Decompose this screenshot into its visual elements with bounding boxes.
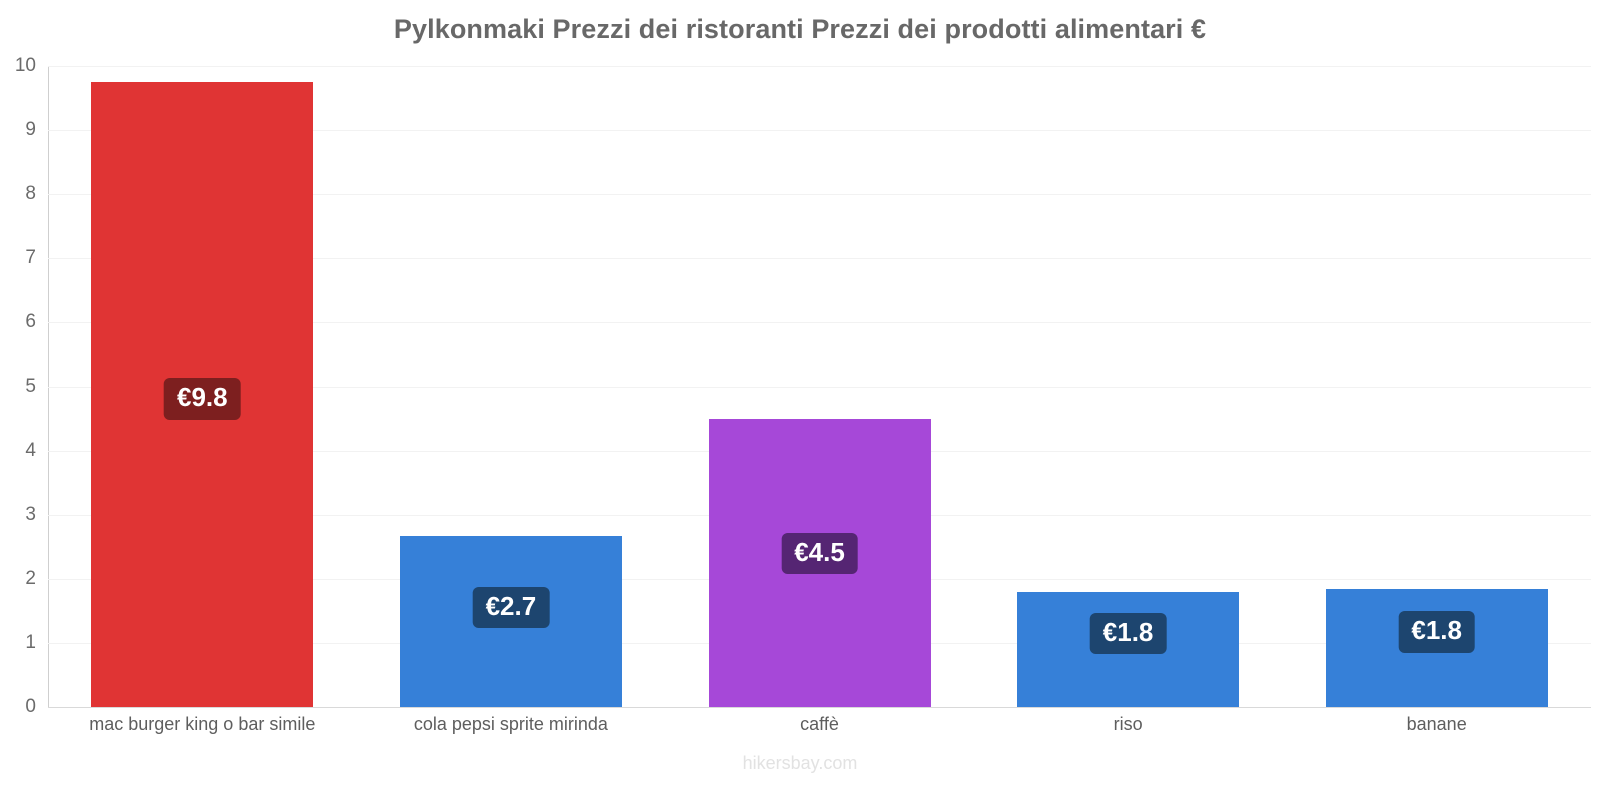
y-axis-label: 6 [25, 311, 36, 333]
gridline [48, 66, 1591, 67]
x-axis-label: mac burger king o bar simile [89, 714, 316, 734]
gridline [48, 194, 1591, 196]
x-axis-label: banane [1406, 714, 1467, 734]
gridline [48, 707, 1591, 708]
plot-area: €9.8 €2.7 €4.5 €1.8 €1.8 [48, 66, 1591, 708]
watermark-text: hikersbay.com [742, 753, 858, 773]
y-axis-label: 3 [25, 503, 36, 525]
bar[interactable]: €2.7 [399, 535, 622, 707]
chart-title: Pylkonmaki Prezzi dei ristoranti Prezzi … [393, 14, 1207, 44]
x-axis-label: riso [1113, 714, 1143, 734]
y-axis-label: 5 [25, 375, 36, 397]
gridline [48, 130, 1591, 132]
bar-value-label: €2.7 [472, 586, 550, 629]
bar-value-label: €1.8 [1089, 612, 1167, 654]
bar[interactable]: €1.8 [1325, 589, 1548, 707]
bar-value-label: €1.8 [1398, 611, 1475, 653]
y-axis-label: 1 [25, 631, 36, 653]
gridline [48, 322, 1591, 324]
bar[interactable]: €9.8 [91, 82, 314, 707]
y-axis-label: 8 [25, 183, 36, 205]
gridline [48, 258, 1591, 260]
y-axis-label: 9 [25, 119, 36, 141]
y-axis-label: 7 [25, 247, 36, 269]
gridline [48, 386, 1591, 388]
x-axis-label: cola pepsi sprite mirinda [413, 714, 608, 734]
bar[interactable]: €1.8 [1017, 591, 1240, 707]
y-axis-label: 4 [25, 439, 36, 461]
y-axis-label: 2 [25, 567, 36, 589]
x-axis-label: caffè [800, 714, 839, 734]
y-axis-label: 10 [14, 55, 36, 76]
bar-value-label: €9.8 [163, 378, 241, 420]
bar-value-label: €4.5 [781, 533, 858, 575]
bar[interactable]: €4.5 [708, 418, 931, 707]
